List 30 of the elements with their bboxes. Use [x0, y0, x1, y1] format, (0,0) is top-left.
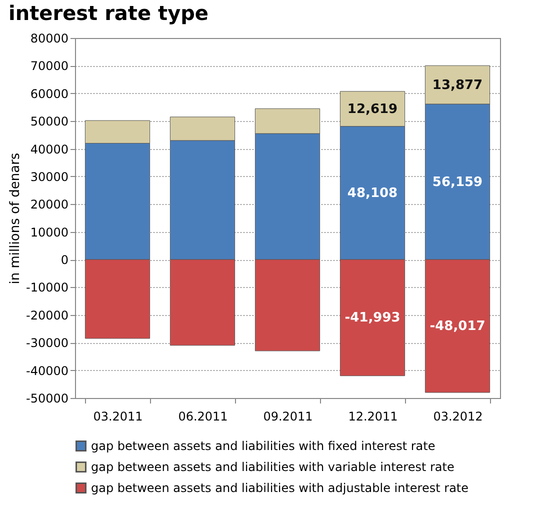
data-label: 12,619	[347, 102, 398, 117]
x-tick-label: 03.2011	[93, 410, 143, 424]
x-tick-label: 12.2011	[348, 410, 398, 424]
data-label: 48,108	[347, 186, 398, 201]
y-tick-label: 30000	[30, 170, 68, 184]
y-tick-label: 40000	[30, 142, 68, 156]
y-tick-label: 0	[60, 253, 68, 268]
y-tick-label: 50000	[30, 114, 68, 129]
x-tick-label: 03.2012	[433, 410, 483, 424]
data-label: -41,993	[344, 310, 400, 326]
y-tick-label: 10000	[30, 225, 68, 240]
y-tick-label: -50000	[26, 392, 68, 406]
y-tick-label: -30000	[26, 336, 68, 350]
y-tick-label: -40000	[26, 364, 68, 378]
legend-label: gap between assets and liabilities with fixed interest rate	[91, 439, 436, 453]
y-tick-label: -10000	[26, 280, 68, 295]
y-tick-label: 20000	[30, 198, 68, 212]
y-tick-label: 70000	[30, 59, 68, 74]
legend-label: gap between assets and liabilities with variable interest rate	[91, 460, 454, 474]
y-tick-label: 60000	[30, 86, 68, 101]
legend-label: gap between assets and liabilities with adjustable interest rate	[91, 481, 469, 495]
y-tick-label: 80000	[30, 32, 68, 46]
chart-title: interest rate type	[8, 1, 208, 25]
data-label: 56,159	[432, 174, 483, 190]
y-axis-title: in millions of denars	[8, 152, 23, 284]
y-tick-label: -20000	[26, 308, 68, 322]
x-tick-label: 06.2011	[178, 410, 228, 424]
x-tick-label: 09.2011	[263, 410, 313, 424]
data-label: -48,017	[430, 319, 486, 334]
data-label: 13,877	[432, 78, 483, 93]
